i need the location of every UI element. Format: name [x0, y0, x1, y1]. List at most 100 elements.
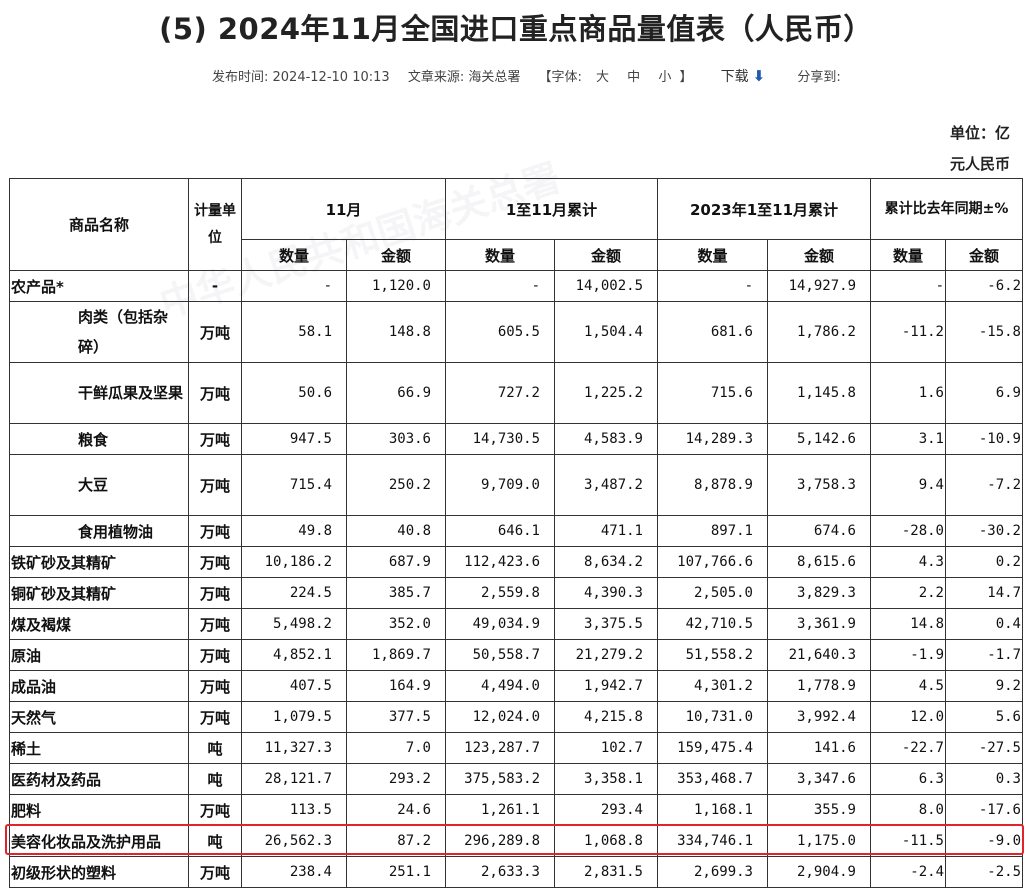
- cell-a: 352.0: [346, 608, 446, 640]
- cell-q: 947.5: [241, 423, 347, 455]
- cell-q: 49.8: [241, 515, 347, 547]
- cell-yq: 14,730.5: [445, 423, 555, 455]
- row-name: 肥料: [9, 794, 189, 826]
- cell-cq: -1.9: [870, 639, 946, 671]
- unit-note: 单位：亿 元人民币: [950, 118, 1010, 180]
- cell-ya: 2,831.5: [554, 856, 658, 888]
- cell-a: 66.9: [346, 362, 446, 424]
- unit-line-1: 单位：亿: [949, 124, 1010, 142]
- cell-pq: 159,475.4: [657, 732, 768, 764]
- download-link[interactable]: 下载: [720, 69, 749, 85]
- cell-q: 10,186.2: [241, 546, 347, 578]
- row-name: 医药材及药品: [9, 763, 189, 795]
- cell-yq: 4,494.0: [445, 670, 555, 702]
- download-icon[interactable]: ⬇: [752, 67, 766, 85]
- cell-ya: 4,215.8: [554, 701, 658, 733]
- cell-cq: 4.5: [870, 670, 946, 702]
- row-unit: 万吨: [188, 301, 242, 363]
- cell-pa: 8,615.6: [767, 546, 871, 578]
- cell-pa: 674.6: [767, 515, 871, 547]
- cell-q: 113.5: [241, 794, 347, 826]
- article-meta: 发布时间: 2024-12-10 10:13 文章来源: 海关总署 【字体: 大…: [212, 66, 855, 86]
- header-row-2: 数量 金额 数量 金额 数量 金额 数量 金额: [10, 239, 1023, 271]
- cell-q: 715.4: [241, 454, 347, 516]
- cell-yq: 727.2: [445, 362, 555, 424]
- cell-ca: -17.6: [945, 794, 1023, 826]
- article-source: 文章来源: 海关总署: [407, 70, 521, 85]
- row-unit: 万吨: [188, 362, 242, 424]
- table-row: 医药材及药品吨 28,121.7 293.2 375,583.2 3,358.1 353,…: [9, 763, 1023, 795]
- cell-yq: 375,583.2: [445, 763, 555, 795]
- cell-yq: 646.1: [445, 515, 555, 547]
- cell-a: 250.2: [346, 454, 446, 516]
- cell-a: 377.5: [346, 701, 446, 733]
- cell-pq: 715.6: [657, 362, 768, 424]
- row-name: 天然气: [9, 701, 189, 733]
- cell-yq: 296,289.8: [445, 825, 555, 857]
- table-row: 铜矿砂及其精矿 万吨 224.5 385.7 2,559.8 4,390.3 2,505.0…: [9, 577, 1023, 609]
- cell-yq: 123,287.7: [445, 732, 555, 764]
- font-size-close: 】: [679, 70, 693, 85]
- row-name: 铜矿砂及其精矿: [9, 577, 189, 609]
- cell-pq: 14,289.3: [657, 423, 768, 455]
- cell-ya: 4,583.9: [554, 423, 658, 455]
- cell-cq: 4.3: [870, 546, 946, 578]
- table-row: 食用植物油 万吨 49.8 40.8 646.1 471.1 897.1 674.6 -28.0…: [9, 515, 1023, 547]
- row-name: 大豆: [9, 454, 189, 516]
- table-row: 天然气 万吨 1,079.5 377.5 12,024.0 4,215.8 10,731.0…: [9, 701, 1023, 733]
- row-unit: 万吨: [188, 701, 242, 733]
- cell-q: 224.5: [241, 577, 347, 609]
- cell-cq: -11.2: [870, 301, 946, 363]
- cell-pa: 1,778.9: [767, 670, 871, 702]
- cell-ya: 21,279.2: [554, 639, 658, 671]
- cell-q: 407.5: [241, 670, 347, 702]
- cell-pq: 334,746.1: [657, 825, 768, 857]
- col-header-amt: 金额: [346, 239, 446, 271]
- cell-ca: 0.4: [945, 608, 1023, 640]
- cell-ca: -9.0: [945, 825, 1023, 857]
- cell-q: 238.4: [241, 856, 347, 888]
- row-name: 食用植物油: [9, 515, 189, 547]
- cell-ca: 6.9: [945, 362, 1023, 424]
- font-small-link[interactable]: 小: [658, 70, 672, 85]
- cell-cq: 2.2: [870, 577, 946, 609]
- cell-ya: 3,375.5: [554, 608, 658, 640]
- cell-yq: 9,709.0: [445, 454, 555, 516]
- cell-q: 58.1: [241, 301, 347, 363]
- cell-pa: 3,829.3: [767, 577, 871, 609]
- font-large-link[interactable]: 大: [596, 70, 610, 85]
- cell-q: 11,327.3: [241, 732, 347, 764]
- cell-pq: 681.6: [657, 301, 768, 363]
- cell-yq: 49,034.9: [445, 608, 555, 640]
- row-name: 煤及褐煤: [9, 608, 189, 640]
- table-row: 成品油 万吨 407.5 164.9 4,494.0 1,942.7 4,301.2 1,77…: [9, 670, 1023, 702]
- font-medium-link[interactable]: 中: [627, 70, 641, 85]
- cell-pq: 353,468.7: [657, 763, 768, 795]
- table-row: 粮食 万吨 947.5 303.6 14,730.5 4,583.9 14,289.3 5,1…: [9, 423, 1023, 455]
- col-header-amt: 金额: [554, 239, 658, 271]
- cell-pa: 14,927.9: [767, 270, 871, 302]
- col-header-qty: 数量: [241, 239, 347, 271]
- cell-q: 28,121.7: [241, 763, 347, 795]
- page-title: (5) 2024年11月全国进口重点商品量值表（人民币）: [159, 12, 873, 46]
- row-name: 美容化妆品及洗护用品: [9, 825, 189, 857]
- cell-ca: 14.7: [945, 577, 1023, 609]
- cell-q: 4,852.1: [241, 639, 347, 671]
- row-unit: 吨: [188, 763, 242, 795]
- col-header-unit: 计量单位: [188, 178, 242, 271]
- cell-a: 24.6: [346, 794, 446, 826]
- cell-cq: -2.4: [870, 856, 946, 888]
- cell-pq: 897.1: [657, 515, 768, 547]
- cell-ya: 102.7: [554, 732, 658, 764]
- cell-ya: 1,504.4: [554, 301, 658, 363]
- row-unit: 万吨: [188, 794, 242, 826]
- cell-a: 148.8: [346, 301, 446, 363]
- cell-ya: 471.1: [554, 515, 658, 547]
- row-name: 干鲜瓜果及坚果: [9, 362, 189, 424]
- cell-ya: 1,225.2: [554, 362, 658, 424]
- col-header-name: 商品名称: [9, 178, 189, 271]
- table-row: 农产品* - -1,120.0-14,002.5-14,927.9- -6.2: [9, 270, 1023, 302]
- row-unit: 万吨: [188, 454, 242, 516]
- cell-ca: -15.8: [945, 301, 1023, 363]
- cell-ya: 1,942.7: [554, 670, 658, 702]
